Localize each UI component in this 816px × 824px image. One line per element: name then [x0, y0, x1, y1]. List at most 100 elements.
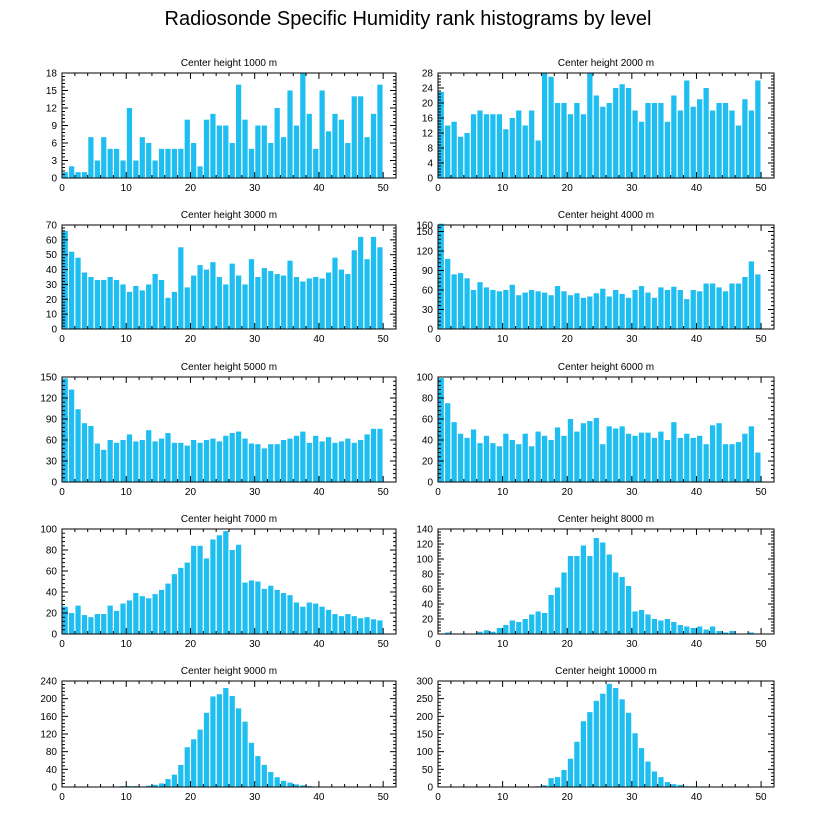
histogram-bar [658, 103, 664, 178]
histogram-bar [541, 785, 548, 787]
histogram-bar [139, 440, 145, 482]
histogram-bar [62, 378, 68, 482]
panel-title: Center height 5000 m [181, 362, 277, 373]
histogram-bar [574, 556, 580, 634]
panel-title: Center height 2000 m [558, 58, 654, 69]
x-tick-label: 20 [185, 792, 197, 803]
histogram-bar [184, 562, 190, 634]
histogram-bar [619, 293, 625, 329]
histogram-bar [293, 435, 300, 482]
histogram-bar [587, 712, 593, 787]
histogram-bar [88, 277, 94, 329]
histogram-bar [638, 748, 645, 787]
histogram-bar [606, 426, 612, 482]
histogram-bar [69, 251, 75, 329]
histogram-bar [158, 279, 165, 329]
histogram-bar [223, 284, 229, 329]
y-tick-label: 6 [51, 139, 57, 150]
histogram-bar [69, 166, 75, 178]
histogram-bar [671, 622, 677, 634]
histogram-bar [748, 632, 755, 634]
y-tick-label: 60 [46, 567, 58, 578]
y-tick-label: 100 [416, 747, 433, 758]
histogram-bar [242, 438, 248, 482]
histogram-bar [548, 595, 554, 634]
histogram-bar [197, 729, 203, 787]
histogram-bar [306, 602, 312, 634]
histogram-bar [81, 423, 88, 482]
y-tick-label: 24 [422, 84, 434, 95]
y-tick-label: 40 [46, 265, 58, 276]
histogram-bar [703, 88, 709, 178]
histogram-bar [338, 269, 345, 329]
histogram-bar [503, 625, 509, 634]
histogram-bar [242, 582, 248, 634]
panel-title: Center height 9000 m [181, 666, 277, 677]
x-tick-label: 0 [435, 183, 441, 194]
histogram-bar [178, 148, 184, 178]
y-tick-label: 12 [46, 104, 58, 115]
histogram-bar [191, 440, 197, 482]
histogram-bar [490, 443, 496, 482]
histogram-bar [561, 103, 567, 178]
histogram-bar [638, 610, 645, 634]
histogram-bar [671, 286, 677, 329]
histogram-bar [742, 99, 748, 178]
histogram-bar [516, 622, 522, 634]
histogram-bar [287, 260, 293, 329]
histogram-bar [684, 299, 690, 329]
histogram-bar [152, 594, 158, 634]
histogram-bar [677, 625, 683, 634]
y-tick-label: 80 [422, 394, 434, 405]
x-tick-label: 30 [626, 334, 638, 345]
histogram-bar [248, 259, 255, 329]
x-tick-label: 10 [121, 183, 133, 194]
y-tick-label: 150 [416, 730, 433, 741]
y-tick-label: 60 [46, 436, 58, 447]
y-tick-label: 20 [422, 99, 434, 110]
y-tick-label: 10 [46, 310, 58, 321]
histogram-bar [464, 133, 470, 178]
histogram-bar [107, 277, 113, 329]
histogram-bar [158, 438, 165, 482]
x-tick-label: 40 [691, 334, 703, 345]
y-tick-label: 160 [416, 221, 433, 232]
x-tick-label: 0 [59, 334, 65, 345]
y-tick-label: 300 [416, 677, 433, 688]
histogram-bar [332, 442, 338, 482]
histogram-bar [735, 442, 742, 482]
histogram-bar [541, 292, 548, 329]
x-tick-label: 20 [562, 792, 574, 803]
histogram-bar [638, 121, 645, 178]
histogram-bar [345, 274, 351, 329]
histogram-bar [496, 291, 503, 329]
y-tick-label: 80 [422, 570, 434, 581]
histogram-bar [496, 446, 503, 482]
histogram-bar [364, 137, 370, 178]
histogram-bar [287, 782, 293, 787]
histogram-bar [325, 272, 332, 329]
histogram-bar [483, 114, 490, 178]
histogram-bar [445, 258, 451, 329]
histogram-bar [748, 426, 755, 482]
histogram-bar [451, 274, 457, 329]
histogram-bar [313, 277, 319, 329]
histogram-bar [658, 777, 664, 787]
histogram-bar [203, 269, 210, 329]
histogram-bar [120, 284, 126, 329]
histogram-bar [107, 605, 113, 634]
histogram-bar [470, 114, 477, 178]
histogram-bar [280, 593, 287, 634]
histogram-bar [496, 628, 503, 634]
histogram-bar [126, 600, 133, 634]
histogram-bar [139, 137, 145, 178]
histogram-bar [313, 435, 319, 482]
histogram-bar [120, 603, 126, 634]
histogram-bar [677, 437, 683, 482]
histogram-bar [529, 614, 535, 634]
histogram-bar [619, 699, 625, 787]
histogram-bar [261, 268, 267, 329]
histogram-bar [184, 119, 190, 178]
histogram-bar [120, 160, 126, 178]
histogram-bar [457, 273, 464, 329]
